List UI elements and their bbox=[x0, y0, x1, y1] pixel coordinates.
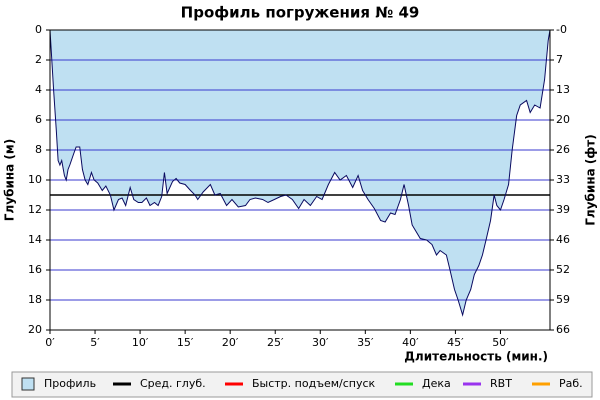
x-tick-label: 15′ bbox=[177, 336, 194, 349]
y-tick-label: 12 bbox=[28, 203, 42, 216]
y2-tick-label: 46 bbox=[556, 233, 570, 246]
legend-label: RBT bbox=[490, 377, 512, 390]
legend-swatch bbox=[21, 377, 35, 391]
y-tick-label: 0 bbox=[35, 23, 42, 36]
legend-label: Быстр. подъем/спуск bbox=[252, 377, 376, 390]
y-tick-label: 14 bbox=[28, 233, 42, 246]
x-tick-label: 20′ bbox=[222, 336, 239, 349]
y2-tick-label: 52 bbox=[556, 263, 570, 276]
y-tick-label: 2 bbox=[35, 53, 42, 66]
y2-tick-label: 39 bbox=[556, 203, 570, 216]
x-tick-label: 30′ bbox=[312, 336, 329, 349]
x-tick-label: 0′ bbox=[45, 336, 55, 349]
x-tick-label: 5′ bbox=[90, 336, 100, 349]
chart-title: Профиль погружения № 49 bbox=[181, 4, 420, 22]
x-tick-label: 45′ bbox=[447, 336, 464, 349]
y-axis-label: Глубина (м) bbox=[3, 139, 17, 221]
y2-tick-label: 26 bbox=[556, 143, 570, 156]
y2-tick-label: 20 bbox=[556, 113, 570, 126]
profile-line bbox=[49, 29, 551, 317]
y2-tick-label: 66 bbox=[556, 323, 570, 336]
y2-axis-label: Глубина (фт) bbox=[584, 134, 598, 225]
y-tick-label: 6 bbox=[35, 113, 42, 126]
x-tick-label: 40′ bbox=[402, 336, 419, 349]
y2-tick-label: -0 bbox=[556, 23, 567, 36]
y-tick-label: 4 bbox=[35, 83, 42, 96]
plot-frame bbox=[49, 29, 551, 331]
profile-area bbox=[50, 30, 550, 315]
legend-label: Дека bbox=[422, 377, 451, 390]
x-tick-label: 10′ bbox=[132, 336, 149, 349]
y-tick-label: 20 bbox=[28, 323, 42, 336]
x-axis-label: Длительность (мин.) bbox=[404, 350, 548, 364]
legend-label: Раб. bbox=[559, 377, 583, 390]
y2-tick-label: 13 bbox=[556, 83, 570, 96]
legend-label: Профиль bbox=[44, 377, 96, 390]
x-tick-label: 35′ bbox=[357, 336, 374, 349]
y2-tick-label: 33 bbox=[556, 173, 570, 186]
legend-label: Сред. глуб. bbox=[140, 377, 206, 390]
y-tick-label: 10 bbox=[28, 173, 42, 186]
y2-tick-label: 59 bbox=[556, 293, 570, 306]
y-tick-label: 8 bbox=[35, 143, 42, 156]
legend-box bbox=[11, 371, 593, 398]
x-tick-label: 50′ bbox=[492, 336, 509, 349]
x-tick-label: 25′ bbox=[267, 336, 284, 349]
y-tick-label: 18 bbox=[28, 293, 42, 306]
y-tick-label: 16 bbox=[28, 263, 42, 276]
y2-tick-label: 7 bbox=[556, 53, 563, 66]
